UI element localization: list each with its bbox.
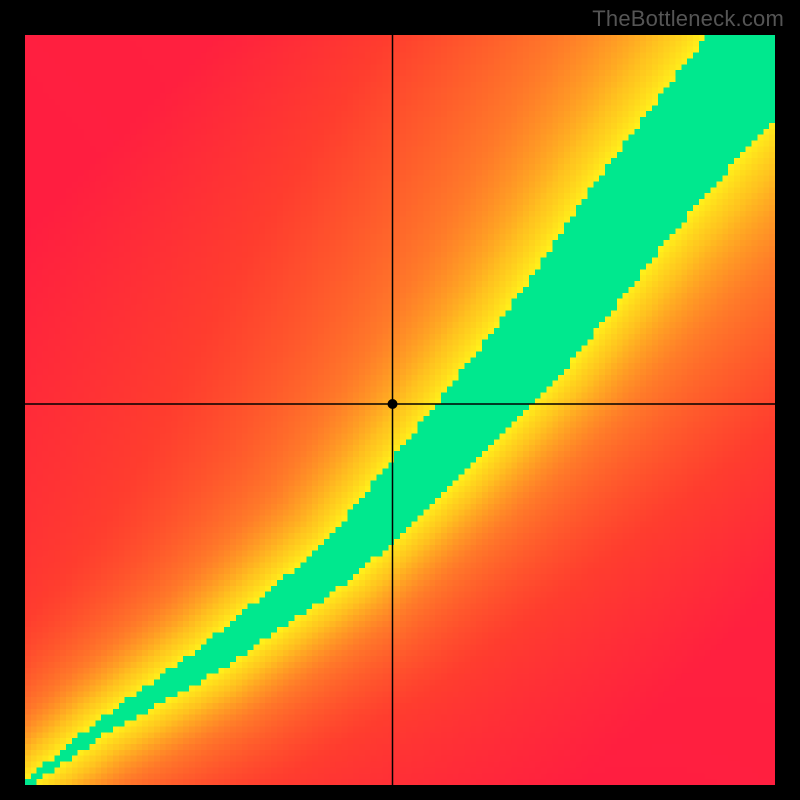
heatmap-canvas xyxy=(25,35,775,785)
attribution-label: TheBottleneck.com xyxy=(592,6,784,32)
plot-area xyxy=(25,35,775,785)
chart-container: { "attribution_text": "TheBottleneck.com… xyxy=(0,0,800,800)
